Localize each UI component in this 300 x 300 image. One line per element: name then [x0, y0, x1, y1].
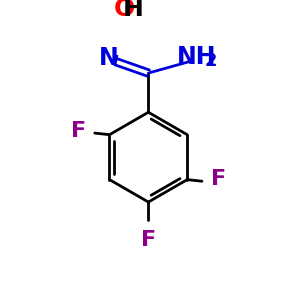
Text: N: N — [98, 46, 118, 70]
Text: O: O — [113, 0, 134, 21]
Text: F: F — [141, 230, 156, 250]
Text: F: F — [71, 121, 86, 141]
Text: NH: NH — [177, 45, 216, 69]
Text: H: H — [123, 0, 144, 21]
Text: F: F — [211, 169, 226, 189]
Text: 2: 2 — [205, 52, 217, 70]
